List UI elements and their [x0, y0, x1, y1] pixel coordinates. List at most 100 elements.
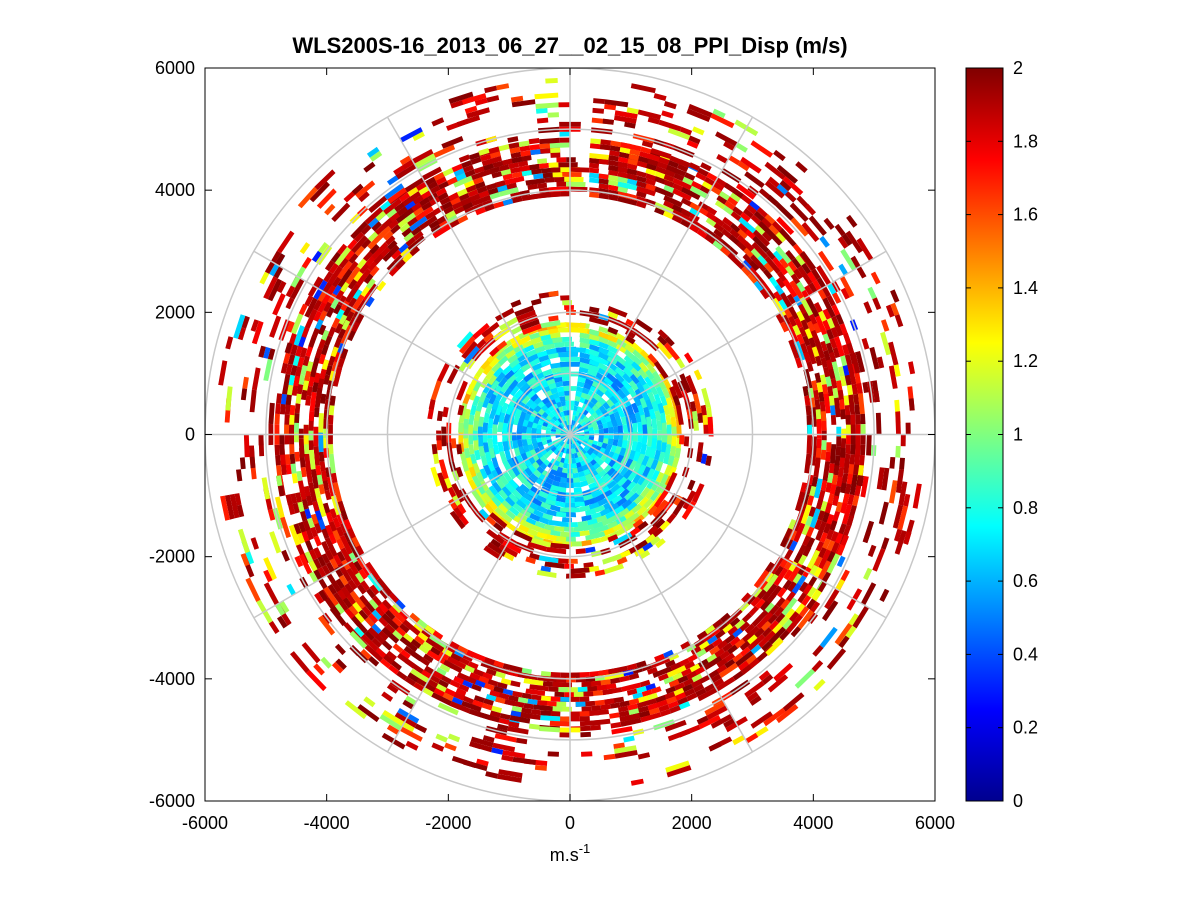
data-cell [509, 147, 521, 154]
data-cell [337, 243, 348, 255]
colorbar-tick-label: 2 [1013, 58, 1023, 78]
data-cell [320, 470, 328, 482]
data-cell [365, 561, 381, 581]
data-cell [785, 265, 795, 277]
data-cell [274, 496, 285, 518]
data-cell [764, 256, 781, 274]
y-tick-label: 4000 [155, 180, 195, 200]
data-cell [801, 222, 820, 242]
data-cell [344, 608, 355, 619]
data-cell [784, 191, 797, 203]
data-cell [840, 287, 850, 300]
data-cell [491, 747, 504, 755]
data-cell [817, 581, 828, 593]
data-cell [487, 428, 493, 439]
data-cell [853, 464, 860, 476]
data-cell [848, 613, 859, 626]
data-cell [550, 191, 561, 197]
grid-spoke [569, 116, 754, 435]
data-cell [661, 110, 674, 119]
data-cell [566, 410, 570, 416]
data-cell [564, 176, 584, 182]
data-cell [588, 482, 598, 490]
data-cell [823, 393, 831, 414]
data-cell [463, 345, 480, 365]
data-cell [706, 172, 718, 182]
data-cell [829, 520, 838, 531]
data-cell [391, 603, 403, 614]
data-cell [457, 214, 469, 224]
grid-spoke [569, 250, 887, 436]
data-cell [293, 375, 300, 387]
data-cell [637, 109, 662, 120]
data-cell [356, 258, 367, 269]
data-cell [732, 735, 746, 746]
data-cell [554, 460, 560, 467]
data-cell [645, 488, 655, 500]
data-cell [476, 338, 487, 350]
data-cell [849, 474, 858, 496]
data-cell [688, 103, 713, 118]
data-cell [472, 395, 481, 407]
data-cell [750, 596, 761, 607]
data-cell [494, 733, 517, 743]
data-cell [572, 472, 580, 479]
data-cell [582, 387, 590, 395]
data-cell [818, 549, 832, 570]
data-cell [236, 469, 243, 482]
data-cell [401, 191, 422, 207]
data-cell [536, 570, 557, 578]
data-cell [821, 420, 827, 431]
data-cell [667, 700, 679, 709]
data-cell [745, 732, 759, 744]
data-cell [424, 624, 436, 635]
data-cell [697, 687, 718, 702]
data-cell [435, 187, 447, 197]
data-cell [565, 443, 570, 450]
data-cell [897, 505, 908, 531]
data-cell [629, 380, 639, 392]
data-cell [666, 434, 673, 445]
data-cell [486, 95, 500, 103]
data-cell [598, 336, 610, 345]
data-cell [674, 447, 682, 459]
data-cell [665, 659, 676, 668]
data-cell [436, 410, 444, 422]
data-cell [414, 635, 425, 646]
data-cell [324, 489, 332, 501]
data-cell [908, 361, 916, 375]
data-cell [335, 658, 347, 670]
data-cell [712, 108, 726, 119]
data-cell [546, 494, 557, 502]
data-cell [515, 737, 528, 745]
data-cell [519, 483, 530, 494]
data-cell [656, 440, 663, 451]
data-cell [448, 91, 474, 104]
data-cell [629, 148, 641, 156]
data-cell [522, 492, 534, 503]
data-cell [514, 372, 526, 383]
data-cell [564, 305, 574, 310]
data-cell [655, 461, 664, 472]
data-cell [663, 342, 680, 361]
data-cell [468, 414, 475, 425]
y-tick-label: 0 [185, 425, 195, 445]
data-cell [573, 477, 581, 484]
data-cell [470, 156, 482, 165]
data-cell [788, 339, 800, 360]
data-cell [502, 663, 523, 673]
data-cell [558, 102, 570, 108]
data-cell [573, 487, 583, 493]
data-cell [875, 412, 882, 435]
data-cell [479, 377, 490, 389]
data-cell [768, 620, 779, 631]
x-tick-label: 2000 [672, 813, 712, 833]
data-cell [336, 551, 346, 562]
data-cell [372, 595, 383, 607]
data-cell [489, 151, 501, 159]
data-cell [461, 160, 473, 169]
data-cell [550, 431, 556, 434]
data-cell [347, 579, 358, 591]
data-cell [328, 414, 334, 425]
data-cell [473, 176, 484, 185]
